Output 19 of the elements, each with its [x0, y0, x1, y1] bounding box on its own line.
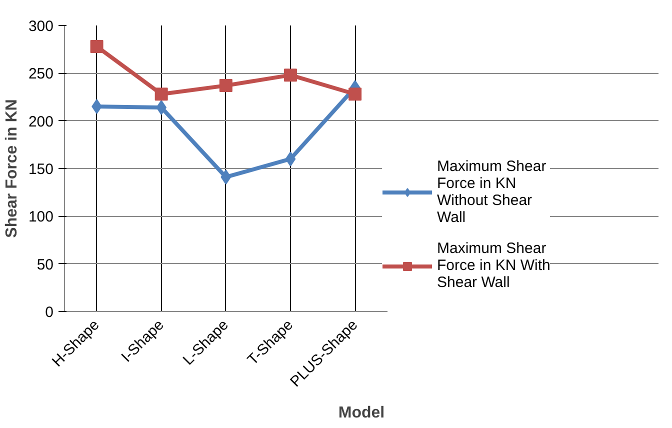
- legend-label: Maximum Shear Force in KN Without Shear Wall: [437, 158, 546, 226]
- y-tick-label: 200: [28, 113, 54, 130]
- point: [156, 100, 167, 115]
- y-tick-label: 150: [28, 161, 54, 178]
- y-tick-label: 0: [45, 304, 54, 321]
- point: [219, 79, 232, 92]
- point: [348, 88, 362, 101]
- point: [220, 170, 232, 185]
- y-tick-label: 100: [28, 208, 54, 226]
- point: [284, 68, 297, 82]
- y-tick-label: 250: [28, 66, 54, 83]
- legend-label: Maximum Shear Force in KN With Shear Wall: [437, 240, 550, 291]
- y-tick-label: 50: [36, 256, 54, 274]
- y-axis-title: Shear Force in KN: [3, 99, 20, 238]
- point: [285, 151, 296, 166]
- point: [154, 88, 168, 101]
- x-axis-title: Model: [338, 404, 385, 422]
- point: [90, 40, 104, 53]
- y-tick-label: 300: [28, 18, 54, 35]
